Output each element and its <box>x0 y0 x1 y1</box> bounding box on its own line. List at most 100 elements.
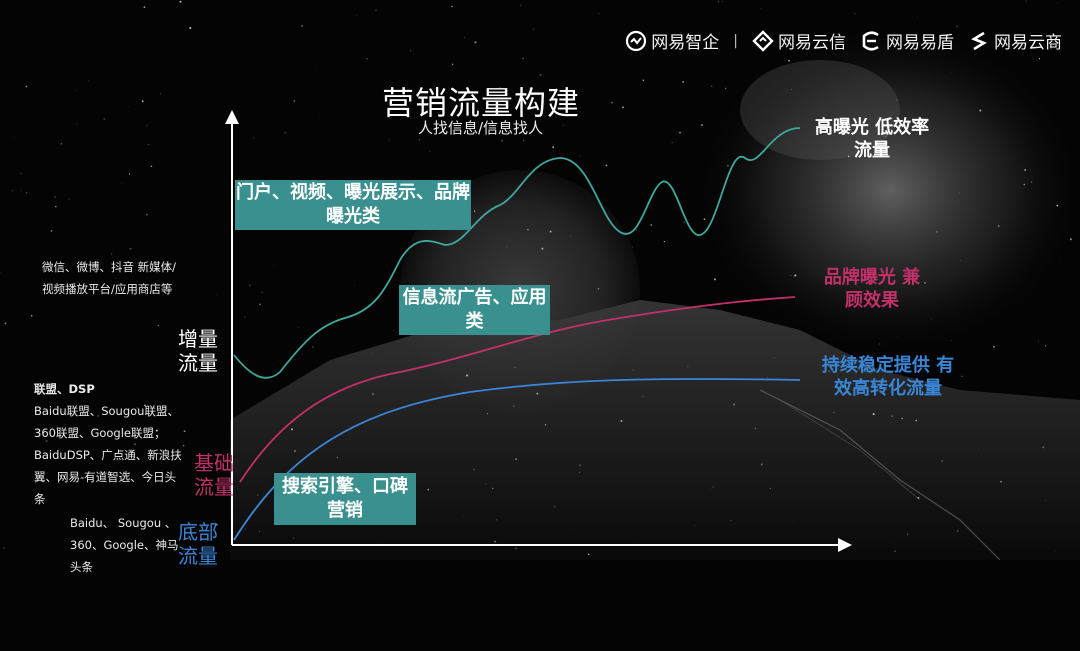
star <box>202 539 204 540</box>
star <box>485 483 487 485</box>
star <box>248 284 251 287</box>
star <box>159 93 161 95</box>
star <box>733 403 736 406</box>
star <box>663 240 666 243</box>
star <box>730 520 732 521</box>
y-axis-arrow <box>225 110 239 124</box>
star <box>515 458 517 460</box>
logo-label: 网易智企 <box>651 33 720 53</box>
star <box>1044 345 1047 347</box>
star <box>562 124 564 126</box>
star <box>147 143 150 146</box>
star <box>141 100 144 103</box>
star <box>473 468 475 471</box>
x-axis-arrow <box>838 538 852 552</box>
star <box>366 57 368 60</box>
star <box>1069 238 1072 241</box>
bottom-traffic-curve <box>233 378 801 541</box>
logo-wangyi-yunxin[interactable]: 网易云信 <box>752 28 846 53</box>
star <box>683 221 686 223</box>
star <box>598 13 600 14</box>
star <box>252 137 254 139</box>
star <box>464 37 465 38</box>
star <box>930 318 932 320</box>
logo-wangyi-yidun[interactable]: 网易易盾 <box>860 28 954 53</box>
star <box>668 55 670 56</box>
star <box>650 224 653 226</box>
increment-traffic-curve <box>233 127 801 379</box>
star <box>896 99 898 101</box>
star <box>1023 183 1026 186</box>
star <box>110 253 113 255</box>
logo-label: 网易易盾 <box>886 33 954 53</box>
brand-exposure-label: 品牌曝光 兼顾效果 <box>823 267 921 311</box>
star <box>301 25 303 27</box>
mountain <box>230 300 1080 560</box>
star <box>372 352 373 354</box>
star <box>4 322 7 325</box>
star <box>200 478 203 480</box>
wangyi-yunxin-logo-icon <box>752 29 774 52</box>
star <box>157 324 160 327</box>
star <box>245 528 247 530</box>
star <box>894 550 896 553</box>
star <box>941 460 943 462</box>
star <box>828 370 830 373</box>
star <box>579 155 581 157</box>
star <box>709 42 711 44</box>
star <box>81 61 83 62</box>
star <box>1025 0 1027 2</box>
basic-traffic-curve <box>239 296 796 483</box>
star <box>189 26 192 30</box>
star <box>832 411 835 414</box>
star <box>68 198 70 200</box>
star <box>514 366 516 369</box>
star <box>259 303 261 306</box>
logo-wangyi-yunshang[interactable]: 网易云商 <box>968 28 1062 53</box>
star <box>121 183 122 185</box>
star <box>501 139 503 142</box>
logo-wangyi-zhiqi[interactable]: 网易智企 <box>625 28 719 53</box>
star <box>145 213 148 216</box>
star <box>372 393 374 395</box>
logo-label: 网易云信 <box>778 33 846 53</box>
portal-video-box: 门户、视频、曝光展示、品牌曝光类 <box>235 180 471 230</box>
star <box>709 489 711 490</box>
union-dsp-heading: 联盟、DSP <box>34 382 95 396</box>
star <box>494 540 497 543</box>
star <box>636 229 638 231</box>
star <box>694 525 696 527</box>
star <box>427 488 430 491</box>
star <box>951 339 952 341</box>
star <box>25 85 28 88</box>
star <box>1049 159 1051 161</box>
star <box>673 47 675 49</box>
star <box>760 7 762 9</box>
diagram-subtitle: 人找信息/信息找人 <box>418 119 544 137</box>
nebula <box>690 20 1080 360</box>
star <box>436 124 438 126</box>
star <box>790 275 792 277</box>
wangyi-yidun-logo-icon <box>862 30 879 51</box>
star <box>273 265 275 266</box>
star <box>181 20 183 22</box>
union-dsp-note: 联盟、DSP Baidu联盟、Sougou联盟、360联盟、Google联盟；B… <box>34 378 182 510</box>
star <box>632 369 635 371</box>
bottom-traffic-label: 底部 流量 <box>178 520 218 568</box>
star <box>722 1 724 2</box>
star <box>0 272 1 274</box>
star <box>1056 204 1059 207</box>
star <box>115 277 117 279</box>
star <box>182 444 185 447</box>
star <box>794 274 797 277</box>
star <box>167 334 169 336</box>
star <box>958 192 960 194</box>
union-dsp-body: Baidu联盟、Sougou联盟、360联盟、Google联盟；BaiduDSP… <box>34 404 182 506</box>
star <box>773 357 775 359</box>
star <box>981 421 983 423</box>
star <box>710 85 713 88</box>
search-engine-box: 搜索引擎、口碑营销 <box>274 473 416 525</box>
star <box>183 551 185 553</box>
star <box>769 487 771 489</box>
star <box>261 291 263 294</box>
